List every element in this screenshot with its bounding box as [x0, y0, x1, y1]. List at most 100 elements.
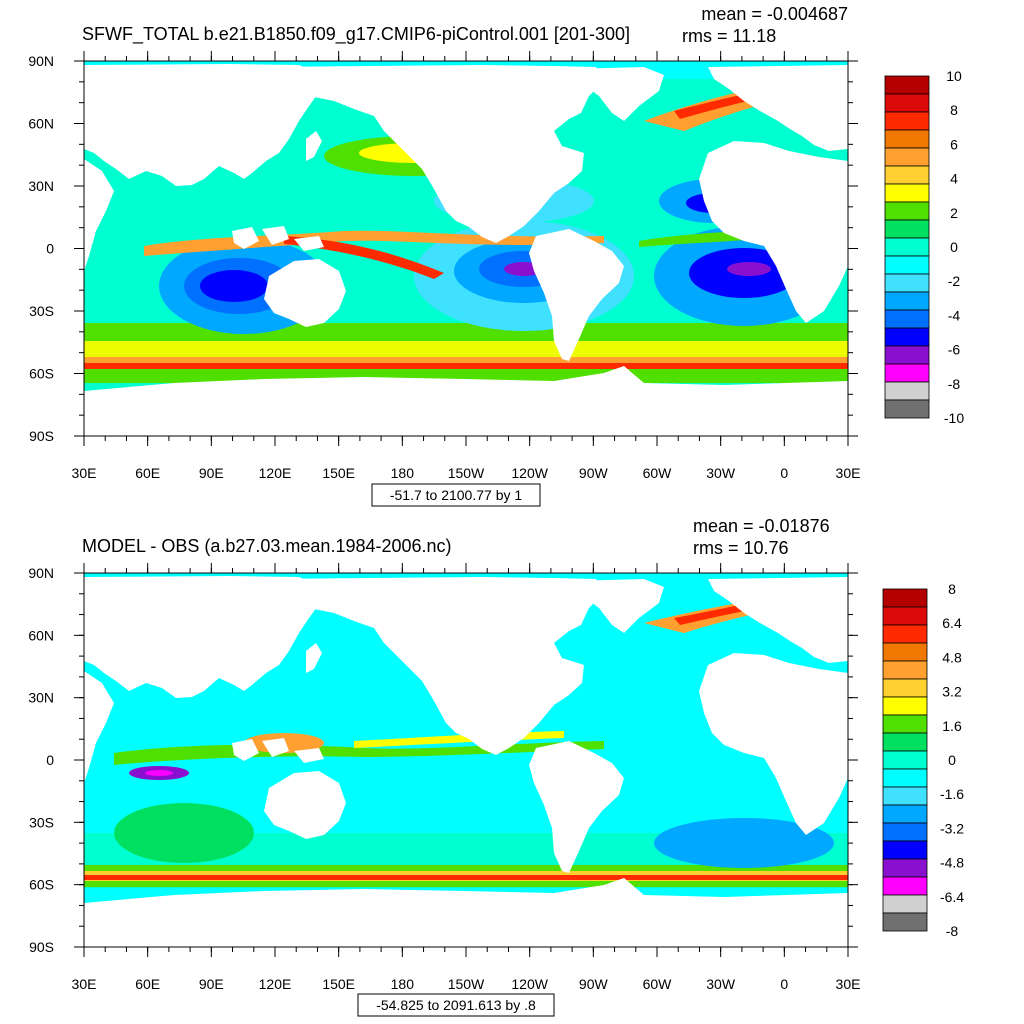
colorbar-swatch: [882, 750, 928, 770]
lat-label: 30N: [28, 690, 54, 706]
colorbar-label: 0: [950, 239, 958, 255]
lat-label: 90N: [28, 53, 54, 69]
colorbar-swatch: [882, 732, 928, 752]
lon-label: 90E: [199, 465, 224, 481]
lat-label: 90S: [29, 939, 54, 955]
lon-label: 0: [780, 976, 788, 992]
lat-label: 60N: [28, 627, 54, 643]
colorbar-swatch: [884, 183, 930, 203]
colorbar-swatch: [882, 714, 928, 734]
lon-label: 120W: [511, 465, 548, 481]
colorbar-swatch: [884, 219, 930, 239]
colorbar-swatch: [884, 291, 930, 311]
lon-label: 180: [391, 976, 415, 992]
colorbar-swatch: [884, 255, 930, 275]
colorbar-swatch: [882, 696, 928, 716]
panel1-colorbar: 10 8 6 4 2 0 -2 -4 -6 -8 -10: [884, 68, 964, 426]
colorbar-label: -8: [948, 376, 961, 392]
panel1-rms: rms = 11.18: [682, 26, 776, 46]
lat-label: 30S: [29, 814, 54, 830]
colorbar-swatch: [882, 624, 928, 644]
lat-label: 30S: [29, 303, 54, 319]
lon-label: 30E: [72, 976, 97, 992]
colorbar-swatch: [882, 804, 928, 824]
colorbar-swatch: [882, 642, 928, 662]
colorbar-label: -6.4: [940, 889, 964, 905]
colorbar-swatch: [884, 75, 930, 95]
lon-label: 150W: [448, 465, 485, 481]
lon-label: 30E: [72, 465, 97, 481]
panel2-lon-labels: 30E 60E 90E 120E 150E 180 150W 120W 90W 60W 30W 0 30…: [72, 976, 861, 992]
lon-label: 30E: [836, 465, 861, 481]
lat-label: 90N: [28, 565, 54, 581]
colorbar-label: 0: [948, 752, 956, 768]
colorbar-swatch: [882, 588, 928, 608]
lon-label: 30E: [836, 976, 861, 992]
lon-label: 90W: [579, 976, 609, 992]
colorbar-swatch: [884, 147, 930, 167]
colorbar-swatch: [882, 840, 928, 860]
colorbar-swatch: [882, 678, 928, 698]
colorbar-label: 8: [948, 581, 956, 597]
lon-label: 30W: [706, 976, 736, 992]
lon-label: 30W: [706, 465, 736, 481]
panel2-mean: mean = -0.01876: [693, 516, 830, 536]
panel2-range-box: [357, 993, 555, 1017]
colorbar-swatch: [884, 273, 930, 293]
colorbar-label: -4: [948, 307, 961, 323]
colorbar-swatch: [882, 606, 928, 626]
panel2-ticks: [74, 563, 858, 957]
lat-label: 60N: [28, 116, 54, 132]
lon-label: 150E: [322, 465, 355, 481]
lon-label: 60E: [135, 465, 160, 481]
lon-label: 60W: [643, 976, 673, 992]
lon-label: 60E: [135, 976, 160, 992]
panel1-lon-labels: 30E 60E 90E 120E 150E 180 150W 120W 90W 60W 30W 0 30…: [72, 465, 861, 481]
colorbar-label: 1.6: [942, 718, 962, 734]
panel1-mean: mean = -0.004687: [701, 4, 848, 24]
panel1-map: [84, 61, 848, 436]
colorbar-label: 6.4: [942, 615, 962, 631]
panel2-rms: rms = 10.76: [693, 538, 789, 558]
panel1-lat-labels: 90N 60N 30N 0 30S 60S 90S: [28, 53, 54, 444]
colorbar-swatch: [884, 399, 930, 419]
panel1-range-label: -51.7 to 2100.77 by 1: [390, 487, 523, 503]
colorbar-label: -10: [944, 410, 964, 426]
colorbar-swatch: [882, 912, 928, 932]
colorbar-label: 10: [946, 68, 962, 84]
colorbar-label: -2: [948, 273, 961, 289]
lat-label: 60S: [29, 366, 54, 382]
lat-label: 30N: [28, 178, 54, 194]
lon-label: 150W: [448, 976, 485, 992]
lon-label: 60W: [643, 465, 673, 481]
colorbar-label: -4.8: [940, 855, 964, 871]
colorbar-label: 3.2: [942, 684, 962, 700]
lat-label: 60S: [29, 877, 54, 893]
panel2-colorbar: 8 6.4 4.8 3.2 1.6 0 -1.6 -3.2 -4.8 -6.4 -8: [882, 581, 964, 939]
lon-label: 150E: [322, 976, 355, 992]
colorbar-swatch: [884, 327, 930, 347]
colorbar-label: 2: [950, 205, 958, 221]
colorbar-swatch: [882, 768, 928, 788]
colorbar-label: 8: [950, 102, 958, 118]
colorbar-label: -3.2: [940, 820, 964, 836]
colorbar-swatch: [882, 858, 928, 878]
colorbar-swatch: [884, 345, 930, 365]
colorbar-swatch: [884, 309, 930, 329]
colorbar-swatch: [882, 786, 928, 806]
colorbar-label: -1.6: [940, 786, 964, 802]
panel2-range-label: -54.825 to 2091.613 by .8: [376, 997, 536, 1013]
lat-label: 0: [46, 241, 54, 257]
colorbar-label: -8: [946, 923, 959, 939]
colorbar-swatch: [882, 876, 928, 896]
colorbar-swatch: [884, 381, 930, 401]
panel1-ticks: [74, 51, 858, 446]
colorbar-swatch: [884, 111, 930, 131]
lon-label: 120E: [259, 465, 292, 481]
panel2-lat-labels: 90N 60N 30N 0 30S 60S 90S: [28, 565, 54, 955]
colorbar-swatch: [882, 660, 928, 680]
colorbar-swatch: [882, 822, 928, 842]
lon-label: 90W: [579, 465, 609, 481]
colorbar-label: -6: [948, 342, 961, 358]
